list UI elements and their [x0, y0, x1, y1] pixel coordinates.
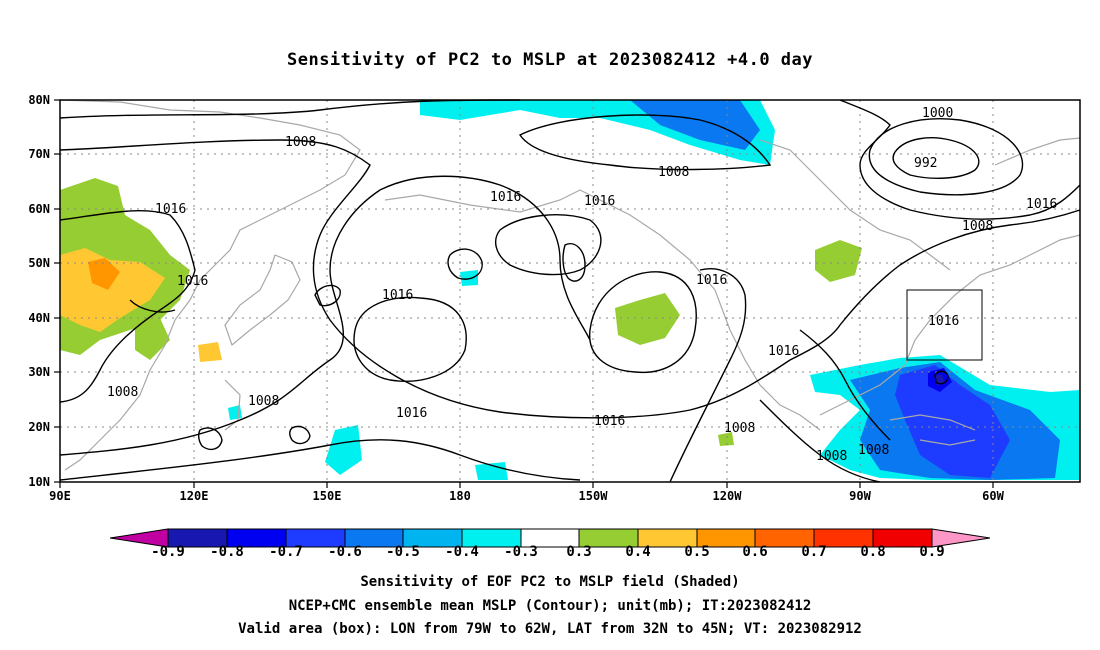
- shade-spot-1: [460, 270, 478, 286]
- lat-label: 50N: [28, 256, 50, 270]
- contour-label: 1016: [768, 344, 799, 359]
- contour-label: 1016: [594, 414, 625, 429]
- shade-spot-4: [475, 462, 508, 480]
- lon-labels: 90E 120E 150E 180 150W 120W 90W 60W: [49, 489, 1004, 503]
- lon-label: 150E: [313, 489, 342, 503]
- lat-label: 20N: [28, 420, 50, 434]
- contour-label: 1016: [382, 288, 413, 303]
- colorbar-label: -0.3: [504, 544, 538, 560]
- shade-spot-3: [325, 425, 362, 475]
- contour-label: 1008: [816, 449, 847, 464]
- colorbar-label: 0.8: [860, 544, 886, 560]
- mslp-contours: [59, 99, 1081, 483]
- contour-label: 1016: [696, 273, 727, 288]
- contour-label: 1008: [658, 165, 689, 180]
- contour-label: 1016: [928, 314, 959, 329]
- contour-label: 1000: [922, 106, 953, 121]
- colorbar-label: -0.5: [386, 544, 420, 560]
- caption-line-1: Sensitivity of EOF PC2 to MSLP field (Sh…: [360, 574, 740, 590]
- colorbar-label: 0.4: [625, 544, 651, 560]
- lon-label: 120E: [180, 489, 209, 503]
- shade-pacific-green: [615, 293, 680, 345]
- lon-label: 90W: [849, 489, 871, 503]
- lat-label: 70N: [28, 147, 50, 161]
- shade-spot-5: [718, 432, 734, 446]
- colorbar-label: 0.5: [684, 544, 710, 560]
- grid: [60, 100, 1080, 482]
- contour-label: 1008: [248, 394, 279, 409]
- contour-label: 1008: [724, 421, 755, 436]
- contour-label: 1008: [858, 443, 889, 458]
- caption-line-2: NCEP+CMC ensemble mean MSLP (Contour); u…: [288, 598, 812, 614]
- colorbar-label: -0.7: [269, 544, 303, 560]
- lat-label: 30N: [28, 365, 50, 379]
- shade-canada-green: [815, 240, 862, 282]
- map-plot: 1008 1016 1016 1008 1008 1016 1016 1016 …: [28, 93, 1081, 503]
- plot-frame: [59, 99, 1081, 483]
- contour-label: 1016: [584, 194, 615, 209]
- lat-label: 10N: [28, 475, 50, 489]
- colorbar-label: 0.7: [801, 544, 827, 560]
- lon-label: 60W: [982, 489, 1004, 503]
- shade-asia-dark-orange: [88, 258, 120, 290]
- colorbar-label: 0.9: [919, 544, 945, 560]
- chart-title: Sensitivity of PC2 to MSLP at 2023082412…: [286, 50, 813, 70]
- shade-spot-2: [228, 405, 242, 420]
- colorbar-label: 0.6: [742, 544, 768, 560]
- lon-label: 180: [449, 489, 471, 503]
- colorbar-label: -0.8: [210, 544, 244, 560]
- colorbar-right-triangle: [931, 528, 990, 548]
- contour-label: 1016: [1026, 197, 1057, 212]
- contour-label: 1008: [962, 219, 993, 234]
- shade-japan-orange: [198, 342, 222, 362]
- contour-label: 1008: [107, 385, 138, 400]
- shade-asia-orange: [60, 248, 165, 332]
- contour-label: 1016: [396, 406, 427, 421]
- contour-label: 1016: [490, 190, 521, 205]
- lon-label: 90E: [49, 489, 71, 503]
- shade-arctic-blue: [630, 100, 760, 150]
- colorbar-label: -0.4: [445, 544, 479, 560]
- lat-label: 60N: [28, 202, 50, 216]
- contour-label: 1016: [155, 202, 186, 217]
- contour-label: 992: [914, 156, 937, 171]
- valid-area-box: [906, 289, 983, 361]
- colorbar: [110, 528, 990, 548]
- contour-label-group: 1008 1016 1016 1008 1008 1016 1016 1016 …: [107, 106, 1057, 464]
- colorbar-label: 0.3: [566, 544, 592, 560]
- caption-line-3: Valid area (box): LON from 79W to 62W, L…: [238, 621, 862, 637]
- lat-label: 80N: [28, 93, 50, 107]
- ticks: [54, 99, 994, 488]
- contour-label: 1008: [285, 135, 316, 150]
- coastlines: [59, 99, 1081, 471]
- lat-labels: 80N 70N 60N 50N 40N 30N 20N 10N: [28, 93, 50, 489]
- lon-label: 150W: [579, 489, 609, 503]
- shade-japan-green: [135, 318, 170, 360]
- contour-label: 1016: [177, 274, 208, 289]
- lat-label: 40N: [28, 311, 50, 325]
- lon-label: 120W: [713, 489, 743, 503]
- colorbar-label: -0.6: [328, 544, 362, 560]
- colorbar-label: -0.9: [151, 544, 185, 560]
